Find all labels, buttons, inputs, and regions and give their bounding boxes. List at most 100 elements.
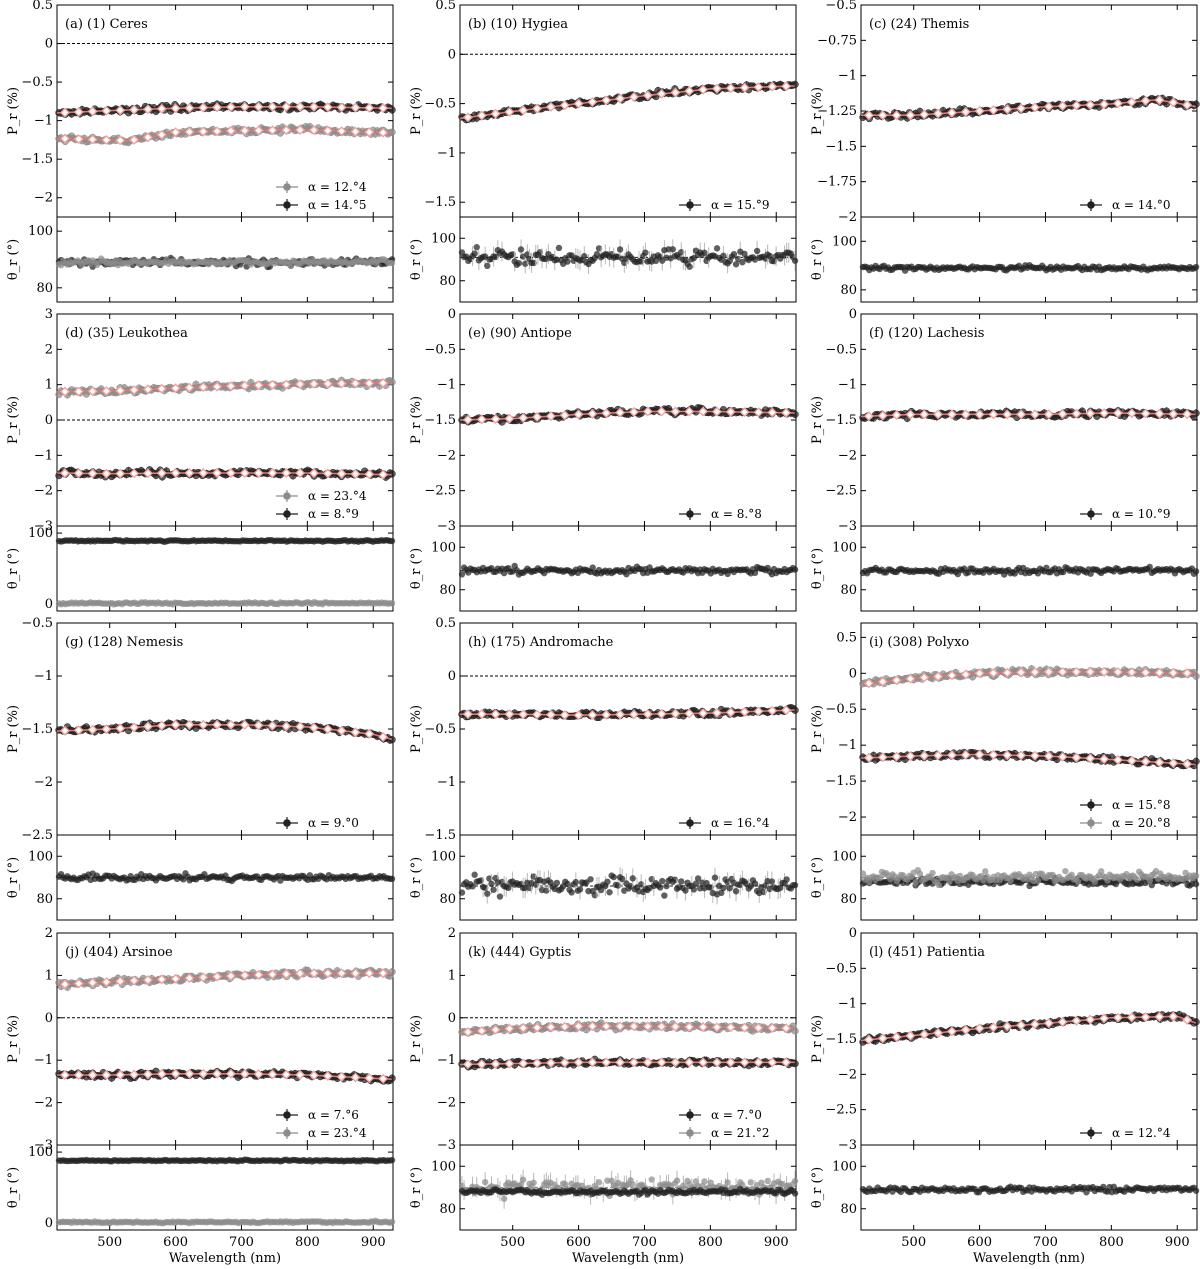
- pr-axes-frame: [860, 313, 1198, 527]
- binned-marker: [156, 103, 167, 114]
- legend-entry: α = 14.°0: [1080, 198, 1171, 212]
- theta-axes-frame: [860, 216, 1198, 303]
- binned-marker: [73, 134, 84, 145]
- pr-series-2: [55, 466, 396, 482]
- data-point: [564, 258, 571, 265]
- y-tick-label: 100: [832, 234, 857, 249]
- y-tick-label: −1: [838, 738, 857, 753]
- binned-marker: [101, 134, 112, 145]
- y-tick-label: −2.5: [424, 484, 456, 499]
- legend-entry: α = 8.°9: [276, 507, 359, 521]
- fit-line: [56, 106, 392, 114]
- y-tick-label: −1.5: [424, 828, 456, 843]
- data-point: [388, 875, 396, 883]
- y-tick-label: 80: [439, 274, 456, 289]
- theta-series-1: [859, 261, 1200, 274]
- y-tick-label: −2: [34, 775, 53, 790]
- y-tick-label: −0.5: [21, 616, 53, 631]
- legend-entry: α = 14.°5: [276, 198, 367, 212]
- data-point: [568, 889, 575, 896]
- theta-axis-label: θ_r (°): [409, 548, 424, 589]
- pr-series-1: [55, 718, 396, 745]
- binned-marker: [156, 129, 167, 140]
- y-tick-label: −2: [34, 191, 53, 206]
- theta-series-1: [458, 239, 799, 275]
- binned-marker: [308, 125, 319, 136]
- data-point: [701, 249, 708, 256]
- pr-axis-label: P_r (%): [810, 396, 825, 444]
- y-tick-label: 0.5: [32, 0, 53, 13]
- data-point: [678, 878, 685, 885]
- panel-9: 0.50−0.5−1−1.5−2P_r (%)(i) (308) Polyxoα…: [810, 622, 1200, 921]
- binned-marker: [350, 102, 361, 113]
- theta-axis-label: θ_r (°): [810, 548, 825, 589]
- data-point: [553, 879, 561, 887]
- panel-1: 0.5 0 −0.5 −1 −1.5 −2 P_r (%) (a) (1) Ceres α = …: [6, 0, 396, 303]
- legend-label: α = 8.°8: [711, 507, 762, 521]
- y-tick-label: −0.5: [21, 75, 53, 90]
- data-point: [659, 877, 666, 885]
- binned-marker: [184, 102, 195, 113]
- panel-8: 0.5 0 −0.5 −1 −1.5 P_r (%) (h) (175) Andromach…: [409, 616, 799, 921]
- legend-label: α = 23.°4: [308, 489, 367, 503]
- y-tick-label: 0: [45, 413, 53, 428]
- pr-axis-label: P_r (%): [6, 396, 21, 444]
- legend-marker: [283, 510, 291, 518]
- binned-marker: [295, 101, 306, 112]
- legend-label: α = 14.°0: [1112, 198, 1171, 212]
- theta-axis-label: θ_r (°): [6, 548, 21, 589]
- legend-marker: [283, 492, 291, 500]
- data-point: [484, 890, 491, 897]
- data-point: [490, 886, 497, 893]
- pr-series-1: [859, 748, 1200, 770]
- binned-marker: [198, 102, 209, 113]
- legend-marker: [686, 819, 694, 827]
- y-tick-label: −1.5: [424, 195, 456, 210]
- y-tick-label: 80: [840, 283, 857, 298]
- fit-line: [56, 129, 392, 142]
- y-tick-label: 100: [832, 540, 857, 555]
- binned-marker: [87, 134, 98, 145]
- data-point: [1192, 568, 1200, 575]
- binned-marker: [212, 102, 223, 113]
- panel-6: 0 −0.5 −1 −1.5 −2 −2.5 −3 P_r (%) (f) (120) Lach…: [810, 307, 1200, 612]
- theta-series-1: [859, 563, 1200, 578]
- legend-marker: [1087, 510, 1095, 518]
- y-tick-label: −1.5: [825, 139, 857, 154]
- data-point: [730, 251, 738, 258]
- y-tick-label: −1: [437, 146, 456, 161]
- data-point: [388, 470, 396, 478]
- binned-marker: [225, 102, 236, 112]
- binned-marker: [336, 126, 347, 137]
- y-tick-label: 0: [849, 666, 857, 681]
- legend-entry: α = 9.°0: [276, 816, 359, 830]
- data-point: [711, 874, 719, 881]
- y-tick-label: −3: [838, 519, 857, 534]
- panel-label: (a) (1) Ceres: [65, 17, 148, 32]
- binned-marker: [378, 103, 389, 114]
- data-point: [572, 878, 580, 886]
- binned-marker: [212, 126, 223, 137]
- y-tick-label: −1: [437, 775, 456, 790]
- panel-label: (i) (308) Polyxo: [869, 635, 969, 650]
- data-point: [791, 881, 799, 889]
- y-tick-label: 80: [36, 892, 53, 907]
- binned-marker: [59, 133, 70, 144]
- legend-entry: α = 12.°4: [276, 180, 367, 194]
- binned-marker: [101, 105, 112, 116]
- binned-marker: [253, 101, 264, 112]
- theta-axis-label: θ_r (°): [6, 857, 21, 898]
- theta-axis-label: θ_r (°): [6, 239, 21, 280]
- y-tick-label: −1.5: [424, 413, 456, 428]
- legend-entry: α = 23.°4: [276, 489, 367, 503]
- panel-label: (c) (24) Themis: [869, 17, 969, 32]
- panel-3: −0.5−0.75−1−1.25−1.5−1.75−2P_r (%)(c) (2…: [810, 0, 1200, 303]
- legend-entry: α = 10.°9: [1080, 507, 1171, 521]
- pr-axis-label: P_r (%): [810, 705, 825, 753]
- binned-marker: [281, 101, 292, 112]
- binned-marker: [308, 101, 319, 112]
- data-point: [713, 245, 721, 252]
- legend-label: α = 16.°4: [711, 816, 770, 830]
- y-tick-label: 80: [439, 583, 456, 598]
